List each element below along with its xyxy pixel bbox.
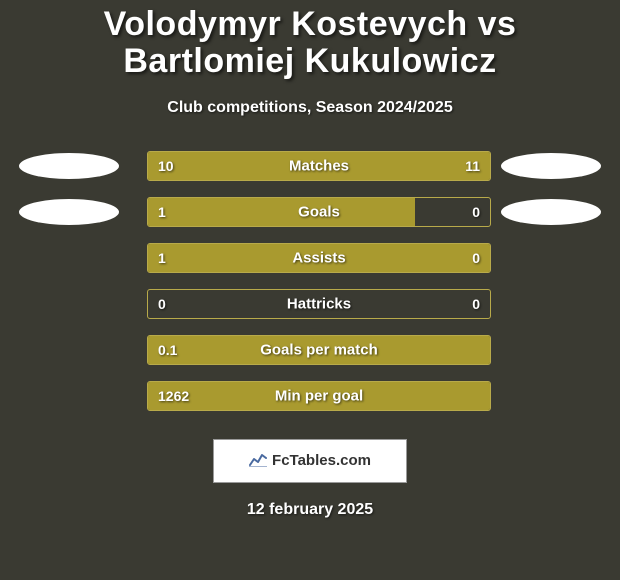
stat-value-left: 10 [158,158,174,174]
footer-brand-card: FcTables.com [213,439,407,483]
stat-label: Min per goal [275,387,363,404]
stat-value-left: 0 [158,296,166,312]
stat-bar: 1 Assists 0 [147,243,491,273]
badge-right [501,199,601,225]
stat-rows: 10Matches111Goals01Assists00Hattricks00.… [0,151,620,411]
stat-value-left: 1 [158,250,166,266]
stat-row: 10 Matches 11 [0,151,620,181]
stat-row: 1 Assists 0 [0,243,620,273]
badge-left [19,199,119,225]
stat-bar: 1 Goals 0 [147,197,491,227]
stat-label: Matches [289,157,349,174]
comparison-infographic: Volodymyr Kostevych vs Bartlomiej Kukulo… [0,0,620,580]
stat-row: 0.1 Goals per match [0,335,620,365]
stat-bar: 1262 Min per goal [147,381,491,411]
stat-value-left: 0.1 [158,342,177,358]
stat-bar: 0.1 Goals per match [147,335,491,365]
stat-label: Goals [298,203,340,220]
stat-label: Hattricks [287,295,351,312]
page-title: Volodymyr Kostevych vs Bartlomiej Kukulo… [0,6,620,81]
stat-value-right: 11 [465,158,480,174]
badge-left [19,153,119,179]
stat-row: 1 Goals 0 [0,197,620,227]
stat-value-right: 0 [472,296,480,312]
stat-value-left: 1262 [158,388,189,404]
stat-bar: 0 Hattricks 0 [147,289,491,319]
date-text: 12 february 2025 [0,501,620,519]
stat-bar-fill [148,198,415,226]
stat-bar: 10 Matches 11 [147,151,491,181]
chart-icon [249,451,267,471]
stat-label: Goals per match [260,341,378,358]
subtitle: Club competitions, Season 2024/2025 [0,99,620,117]
stat-value-left: 1 [158,204,166,220]
stat-row: 0 Hattricks 0 [0,289,620,319]
badge-right [501,153,601,179]
stat-label: Assists [292,249,345,266]
stat-row: 1262 Min per goal [0,381,620,411]
stat-value-right: 0 [472,250,480,266]
footer-brand-text: FcTables.com [272,452,371,469]
stat-value-right: 0 [472,204,480,220]
